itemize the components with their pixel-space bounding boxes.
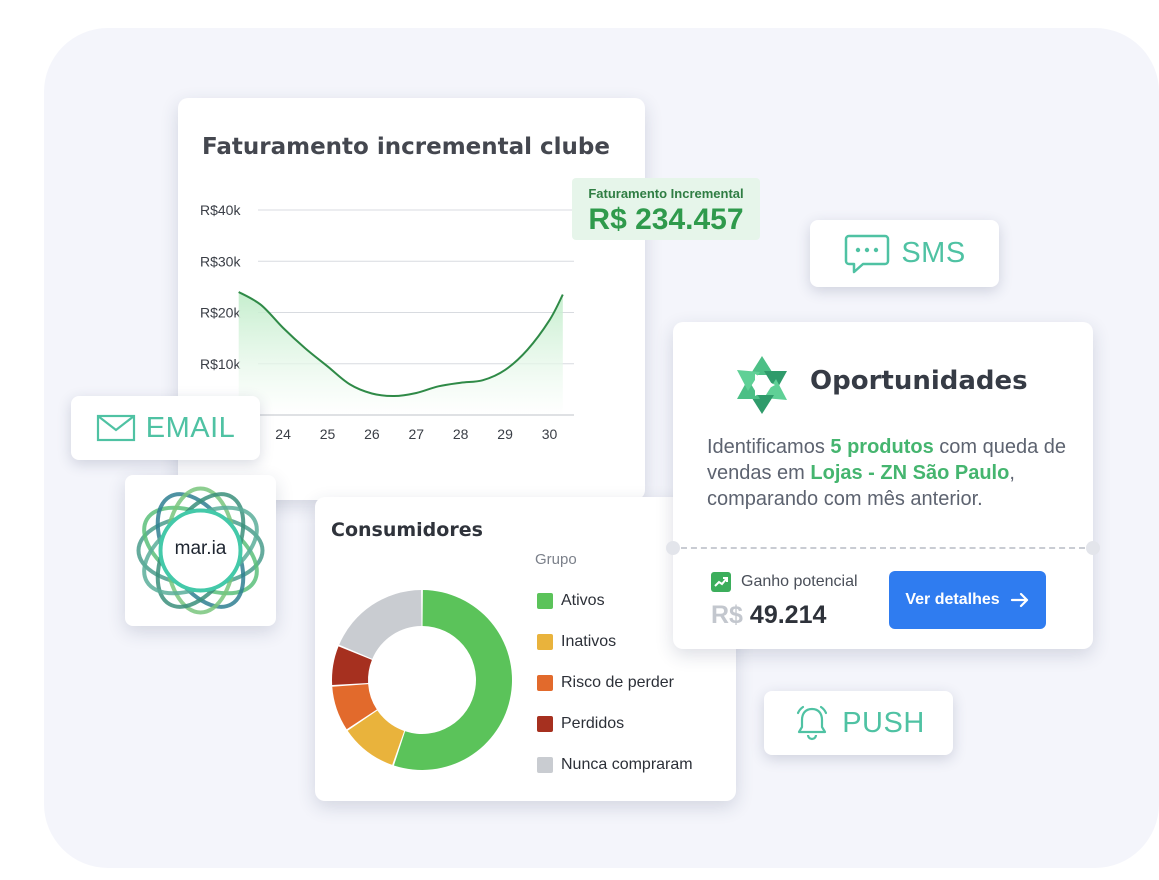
revenue-chart-title: Faturamento incremental clube xyxy=(202,134,610,160)
bell-icon xyxy=(797,705,828,741)
legend-item: Ativos xyxy=(537,592,605,610)
potential-gain-value: R$ 49.214 xyxy=(711,601,826,630)
ticket-notch-left xyxy=(666,541,680,555)
legend-label: Inativos xyxy=(561,633,617,650)
x-tick-label: 29 xyxy=(497,426,513,442)
chat-bubble-icon xyxy=(845,234,890,273)
opportunities-title: Oportunidades xyxy=(810,366,1028,396)
legend-label: Perdidos xyxy=(561,715,625,732)
opportunities-card: Oportunidades Identificamos 5 produtos c… xyxy=(666,322,1100,649)
y-tick-label: R$30k xyxy=(200,253,241,269)
desc-products-highlight: 5 produtos xyxy=(830,436,934,458)
consumers-donut-chart xyxy=(332,590,513,770)
dashed-divider xyxy=(681,547,1085,549)
legend-item: Risco de perder xyxy=(537,674,674,692)
donut-slice-nunca-compraram xyxy=(339,590,422,659)
revenue-chart: R$40k R$30k R$20k R$10k 24 25 26 27 28 29 30 xyxy=(200,202,574,442)
legend-title: Grupo xyxy=(535,551,577,568)
legend-label: Risco de perder xyxy=(561,674,674,691)
incremental-revenue-badge: Faturamento Incremental R$ 234.457 xyxy=(572,178,760,240)
legend-item: Nunca compraram xyxy=(537,756,693,774)
gain-amount: 49.214 xyxy=(749,601,827,629)
x-tick-label: 24 xyxy=(275,426,291,442)
email-label: EMAIL xyxy=(145,411,236,444)
y-tick-label: R$20k xyxy=(200,305,241,321)
x-tick-label: 27 xyxy=(408,426,424,442)
desc-suffix: , comparando com mês anterior. xyxy=(707,462,1015,510)
revenue-line xyxy=(238,291,564,398)
x-tick-label: 26 xyxy=(364,426,380,442)
legend-swatch xyxy=(537,716,553,732)
sms-label: SMS xyxy=(901,237,966,269)
x-tick-label: 25 xyxy=(320,426,336,442)
badge-label: Faturamento Incremental xyxy=(588,186,744,201)
ticket-notch-right xyxy=(1086,541,1100,555)
donut-slice-inativos xyxy=(347,710,405,765)
legend-swatch xyxy=(537,757,553,773)
trending-up-icon xyxy=(711,572,731,592)
x-tick-label: 28 xyxy=(453,426,469,442)
x-tick-label: 30 xyxy=(542,426,558,442)
view-details-label: Ver detalhes xyxy=(905,591,1000,608)
donut-slice-perdidos xyxy=(332,646,372,685)
y-tick-label: R$10k xyxy=(200,356,241,372)
desc-prefix: Identificamos xyxy=(707,436,831,458)
legend-item: Inativos xyxy=(537,633,616,651)
opportunities-logo-icon xyxy=(737,356,787,414)
maria-logo-icon xyxy=(136,486,265,615)
arrow-right-icon xyxy=(1010,592,1028,608)
desc-middle: com queda de vendas em xyxy=(707,436,1067,484)
legend-item: Perdidos xyxy=(537,715,624,733)
maria-logo-tile: mar.ia xyxy=(125,475,276,626)
push-label: PUSH xyxy=(842,706,925,739)
legend-swatch xyxy=(537,675,553,691)
legend-swatch xyxy=(537,634,553,650)
envelope-icon xyxy=(96,414,135,442)
gain-currency: R$ xyxy=(711,601,743,629)
view-details-button[interactable]: Ver detalhes xyxy=(889,571,1046,629)
potential-gain-label: Ganho potencial xyxy=(741,573,858,590)
revenue-area-fill xyxy=(238,292,563,415)
y-tick-label: R$40k xyxy=(200,202,241,218)
sms-channel[interactable]: SMS xyxy=(810,220,999,287)
legend-label: Nunca compraram xyxy=(561,756,693,773)
email-channel[interactable]: EMAIL xyxy=(71,396,260,460)
consumers-title: Consumidores xyxy=(331,519,483,541)
donut-slice-risco-de-perder xyxy=(332,684,377,730)
opportunities-description: Identificamos 5 produtos com queda de ve… xyxy=(707,434,1077,512)
push-channel[interactable]: PUSH xyxy=(764,691,953,755)
legend-swatch xyxy=(537,593,553,609)
desc-store-highlight: Lojas - ZN São Paulo xyxy=(810,462,1010,484)
donut-slice-ativos xyxy=(393,590,513,770)
badge-value: R$ 234.457 xyxy=(588,203,744,236)
consumers-card: Consumidores Grupo Ativos Inativos Risco d… xyxy=(315,497,736,801)
maria-logo-text: mar.ia xyxy=(174,538,227,559)
legend-label: Ativos xyxy=(561,592,605,609)
